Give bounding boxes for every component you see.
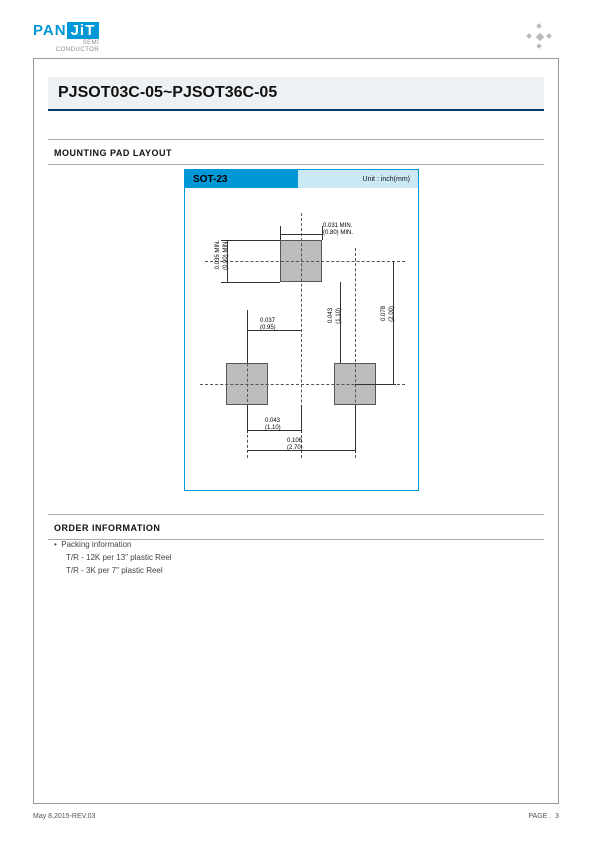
brand-logo: PANJiT SEMI CONDUCTOR <box>33 22 99 53</box>
dim-vgap-in: 0.043 <box>328 308 335 323</box>
dim-bspan-in: 0.106 <box>287 438 302 445</box>
dim-ext <box>221 240 280 241</box>
diagram-area: 0.031 MIN. (0.80) MIN. 0.035 MIN. (0.90)… <box>185 188 418 490</box>
logo-subtitle-2: CONDUCTOR <box>33 47 99 53</box>
decorative-dots-icon <box>523 20 555 52</box>
dim-bpitch-in: 0.043 <box>265 418 280 425</box>
dim-pad-height-mm: (0.90) MIN. <box>223 240 230 270</box>
dim-vgap-mm: (1.10) <box>336 308 343 324</box>
section-header-order: ORDER INFORMATION <box>48 514 544 540</box>
dim-ext <box>247 310 248 363</box>
dim-line <box>280 234 322 235</box>
order-line-2: T/R - 3K per 7" plastic Reel <box>54 565 172 578</box>
page-footer: May 8,2015-REV.03 PAGE . 3 <box>33 813 559 820</box>
order-packing-heading: Packing information <box>61 540 131 549</box>
diagram-unit-label: Unit : inch(mm) <box>298 170 418 188</box>
dim-vspan-in: 0.078 <box>381 306 388 321</box>
dim-bspan-mm: (2.70) <box>287 445 303 452</box>
dim-pad-width-in: 0.031 MIN. <box>323 223 352 230</box>
dim-ext <box>247 405 248 433</box>
page-root: PANJiT SEMI CONDUCTOR PJSOT03C-05~PJSOT3… <box>0 0 595 842</box>
footer-page-number: 3 <box>555 813 559 820</box>
footer-page-label: PAGE . <box>528 813 551 820</box>
logo-jit-text: JiT <box>67 22 100 39</box>
centerline <box>205 261 405 262</box>
dim-hgap-in: 0.037 <box>260 318 275 325</box>
dim-bpitch-mm: (1.10) <box>265 425 281 432</box>
dim-line <box>393 261 394 384</box>
diagram-package-label: SOT-23 <box>185 170 298 188</box>
dim-pad-height-in: 0.035 MIN. <box>215 240 222 269</box>
dim-vspan-mm: (2.00) <box>389 306 396 322</box>
section-header-mounting: MOUNTING PAD LAYOUT <box>48 139 544 165</box>
content-frame: PJSOT03C-05~PJSOT36C-05 MOUNTING PAD LAY… <box>33 58 559 804</box>
section-header-order-text: ORDER INFORMATION <box>54 523 160 533</box>
order-information-block: • Packing information T/R - 12K per 13" … <box>54 539 172 577</box>
diagram-titlebar: SOT-23 Unit : inch(mm) <box>185 170 418 188</box>
dim-ext <box>280 226 281 240</box>
logo-subtitle-1: SEMI <box>33 40 99 46</box>
logo-pan-text: PAN <box>33 22 67 39</box>
pad-layout-diagram: SOT-23 Unit : inch(mm) 0.031 MIN. (0 <box>184 169 419 491</box>
dim-hgap-mm: (0.95) <box>260 325 276 332</box>
order-line-1: T/R - 12K per 13" plastic Reel <box>54 552 172 565</box>
dim-ext <box>221 282 280 283</box>
dim-pad-width-mm: (0.80) MIN. <box>323 230 353 237</box>
page-title: PJSOT03C-05~PJSOT36C-05 <box>58 84 277 102</box>
section-header-mounting-text: MOUNTING PAD LAYOUT <box>54 148 172 158</box>
title-bar: PJSOT03C-05~PJSOT36C-05 <box>48 77 544 111</box>
dim-ext <box>355 405 356 453</box>
dim-ext <box>301 405 302 433</box>
dim-ext <box>355 384 396 385</box>
footer-date-rev: May 8,2015-REV.03 <box>33 813 95 820</box>
